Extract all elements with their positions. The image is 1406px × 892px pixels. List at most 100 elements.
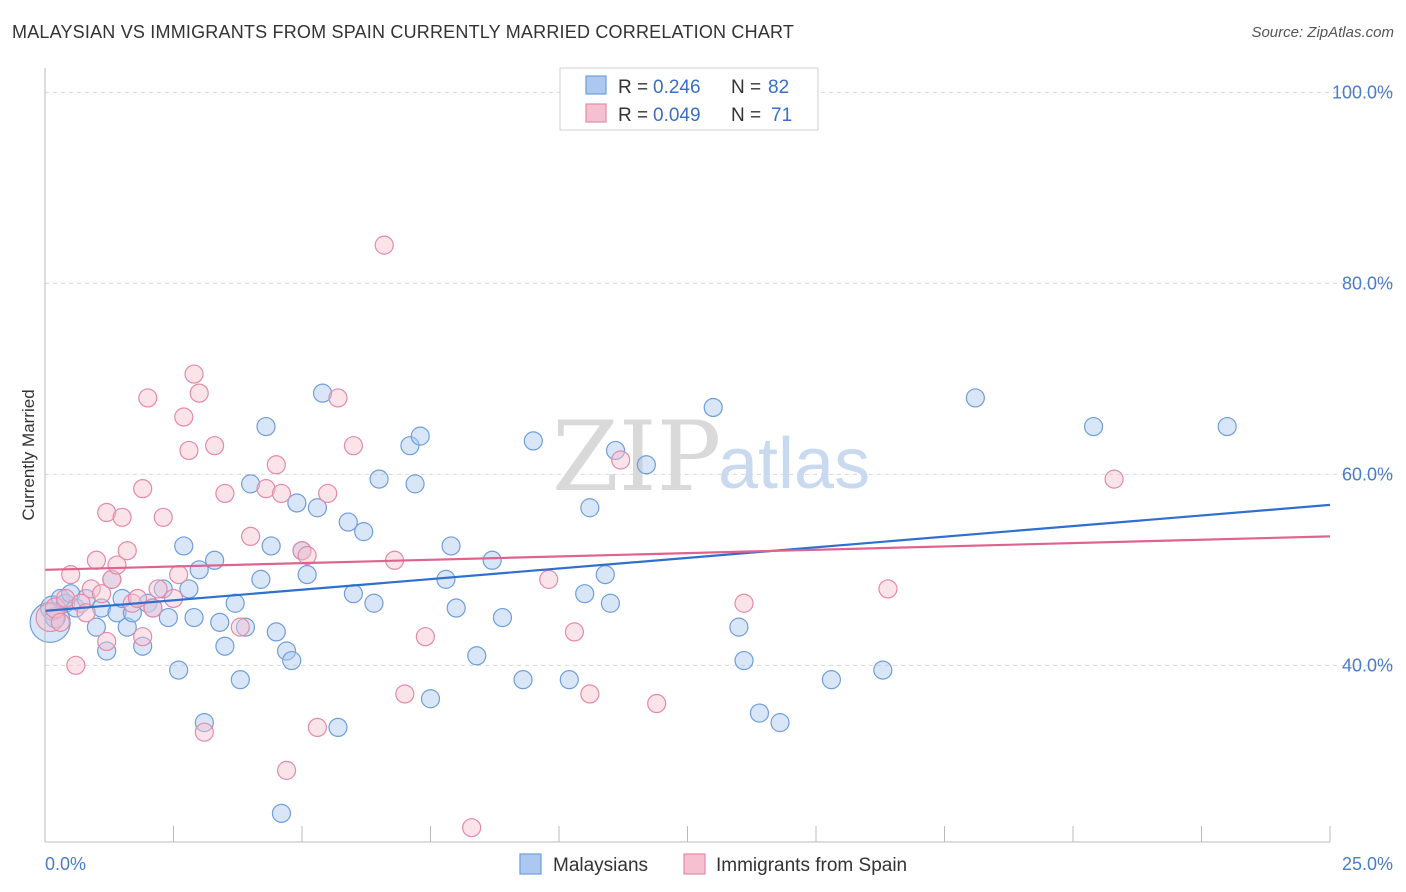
legend-n-label: N = <box>731 77 761 98</box>
y-tick-label: 60.0% <box>1342 464 1393 484</box>
legend-r-value: 0.049 <box>653 105 701 126</box>
legend-r-value: 0.246 <box>653 77 701 98</box>
point-spain <box>112 507 132 527</box>
trendlines <box>44 503 1331 612</box>
point-spain <box>271 483 292 504</box>
point-malaysians <box>338 512 358 532</box>
point-spain <box>153 507 173 527</box>
point-spain <box>328 388 348 408</box>
point-malaysians <box>215 636 235 656</box>
point-malaysians <box>107 603 127 623</box>
point-spain <box>81 579 101 599</box>
point-spain <box>647 693 667 714</box>
point-malaysians <box>873 660 893 680</box>
legend-bottom: Malaysians Immigrants from Spain <box>519 853 907 876</box>
point-spain <box>580 684 600 704</box>
point-malaysians <box>251 569 271 589</box>
legend-n-value: 82 <box>768 77 789 98</box>
point-malaysians <box>600 593 621 613</box>
point-malaysians <box>770 713 790 733</box>
point-spain <box>163 588 184 609</box>
point-spain <box>276 760 297 780</box>
point-malaysians <box>734 650 754 671</box>
legend-swatch-spain <box>585 103 607 123</box>
point-spain <box>86 550 107 570</box>
point-spain <box>205 436 225 456</box>
point-malaysians <box>446 598 466 618</box>
point-spain <box>215 483 235 504</box>
point-malaysians <box>636 455 656 475</box>
point-malaysians <box>282 650 302 671</box>
watermark-atlas: atlas <box>718 424 870 504</box>
point-malaysians <box>559 670 579 690</box>
legend-label-spain: Immigrants from Spain <box>716 855 907 876</box>
series-immigrants-from-spain <box>35 235 1124 838</box>
point-spain <box>307 717 328 738</box>
x-tick-labels: 0.0% 25.0% <box>45 854 1393 874</box>
trendline-spain <box>44 535 1331 571</box>
legend-swatch-spain <box>683 853 706 875</box>
legend-r-label: R = <box>618 105 648 126</box>
point-spain <box>66 655 86 675</box>
point-malaysians <box>405 474 425 494</box>
series-malaysians <box>29 383 1237 823</box>
point-malaysians <box>29 601 71 643</box>
point-spain <box>539 569 559 589</box>
point-malaysians <box>312 383 333 403</box>
point-malaysians <box>1083 416 1104 437</box>
point-spain <box>143 598 163 618</box>
point-malaysians <box>271 803 292 823</box>
point-malaysians <box>158 607 178 628</box>
point-malaysians <box>595 564 615 585</box>
trendline-malaysians <box>44 503 1331 612</box>
point-malaysians <box>821 670 842 690</box>
point-malaysians <box>343 584 363 604</box>
point-malaysians <box>364 593 384 613</box>
point-spain <box>343 436 363 456</box>
point-spain <box>564 622 585 642</box>
point-spain <box>133 627 153 647</box>
point-spain <box>318 483 338 504</box>
point-spain <box>138 388 158 408</box>
y-tick-labels: 40.0% 60.0% 80.0% 100.0% <box>1332 82 1393 675</box>
point-malaysians <box>235 617 256 637</box>
point-malaysians <box>287 493 307 513</box>
y-tick-label: 100.0% <box>1332 82 1393 102</box>
point-malaysians <box>605 440 626 461</box>
point-malaysians <box>169 660 189 680</box>
point-spain <box>174 407 194 427</box>
point-malaysians <box>174 536 194 556</box>
point-spain <box>55 588 76 609</box>
point-malaysians <box>153 579 173 599</box>
legend-n-value: 71 <box>771 105 792 126</box>
point-spain <box>102 569 122 589</box>
point-malaysians <box>256 416 276 437</box>
point-spain <box>374 235 394 255</box>
x-tick-label: 0.0% <box>45 854 86 874</box>
legend-r-label: R = <box>618 77 648 98</box>
point-spain <box>179 440 199 461</box>
grid-layer <box>45 91 1395 666</box>
point-malaysians <box>580 498 600 518</box>
point-spain <box>266 455 286 475</box>
point-spain <box>189 383 209 403</box>
point-spain <box>878 579 898 599</box>
point-malaysians <box>210 612 230 632</box>
point-malaysians <box>241 474 261 494</box>
point-malaysians <box>467 646 487 666</box>
point-malaysians <box>354 522 374 542</box>
point-malaysians <box>184 607 204 628</box>
axes <box>44 68 1331 843</box>
legend-label-malaysians: Malaysians <box>553 855 648 876</box>
point-spain <box>1104 469 1124 489</box>
point-malaysians <box>307 498 328 518</box>
point-malaysians <box>369 469 389 489</box>
watermark-zip: ZIP <box>552 401 721 513</box>
point-malaysians <box>523 431 543 451</box>
legend-swatch-malaysians <box>519 853 542 875</box>
point-spain <box>734 593 754 613</box>
point-malaysians <box>482 550 502 570</box>
point-spain <box>97 502 117 523</box>
point-spain <box>611 450 631 470</box>
